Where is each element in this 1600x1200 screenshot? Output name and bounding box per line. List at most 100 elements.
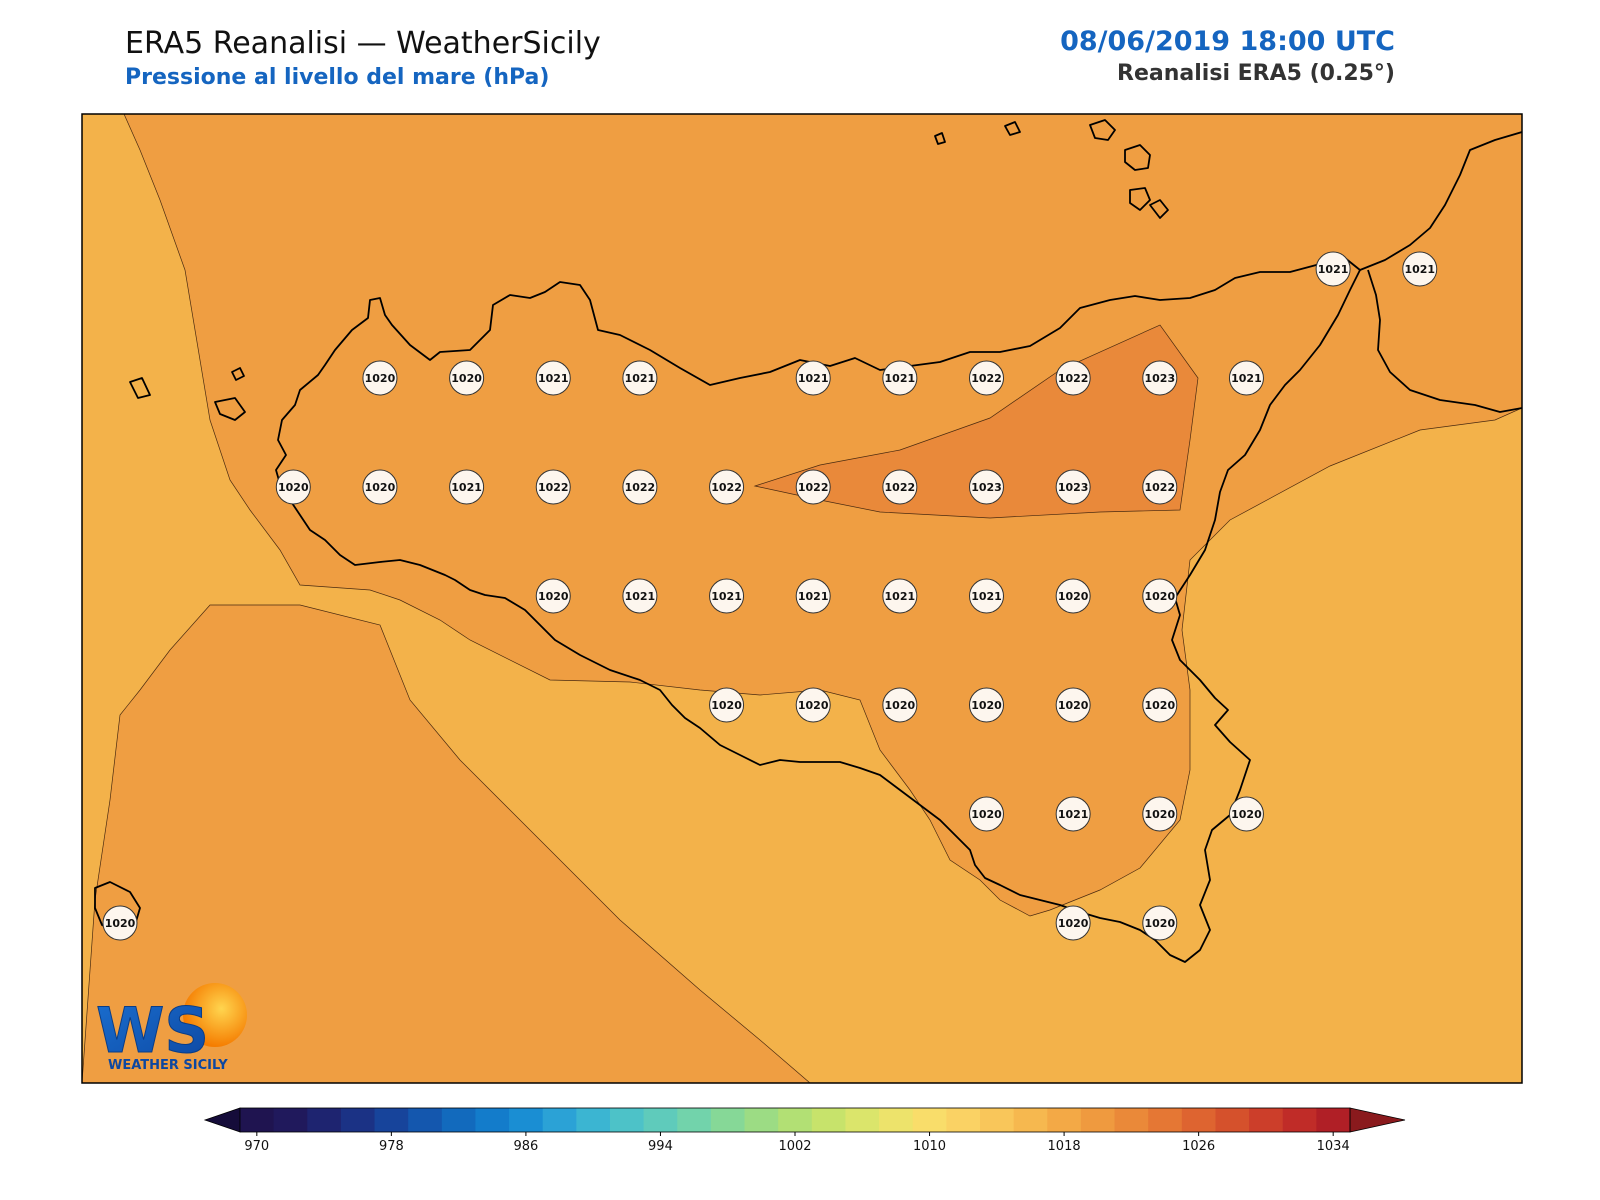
colorbar-swatch bbox=[912, 1108, 947, 1132]
station-marker: 1020 bbox=[102, 905, 138, 941]
map-source: Reanalisi ERA5 (0.25°) bbox=[1117, 61, 1395, 86]
station-circle bbox=[1055, 796, 1091, 832]
station-value: 1020 bbox=[1144, 917, 1175, 930]
colorbar-swatch bbox=[1047, 1108, 1082, 1132]
station-circle bbox=[1055, 578, 1091, 614]
station-value: 1020 bbox=[798, 699, 829, 712]
station-circle bbox=[969, 687, 1004, 723]
colorbar-swatch bbox=[1282, 1108, 1317, 1132]
station-marker: 1023 bbox=[969, 469, 1004, 505]
station-circle bbox=[1055, 469, 1091, 505]
station-marker: 1021 bbox=[882, 578, 918, 614]
station-circle bbox=[969, 360, 1004, 396]
colorbar-swatch bbox=[946, 1108, 981, 1132]
colorbar-swatch bbox=[1215, 1108, 1250, 1132]
station-marker: 1022 bbox=[795, 469, 831, 505]
logo-text: WEATHER SICILY bbox=[108, 1058, 228, 1073]
station-marker: 1021 bbox=[969, 578, 1004, 614]
station-circle bbox=[535, 469, 571, 505]
station-marker: 1020 bbox=[969, 796, 1004, 832]
station-circle bbox=[1142, 905, 1178, 941]
station-circle bbox=[882, 687, 918, 723]
aeolian-island-4 bbox=[1089, 119, 1116, 141]
station-value: 1020 bbox=[278, 481, 309, 494]
station-circle bbox=[1142, 578, 1178, 614]
colorbar-tick-label: 978 bbox=[379, 1139, 404, 1154]
station-marker: 1020 bbox=[1142, 796, 1178, 832]
colorbar-swatch bbox=[980, 1108, 1015, 1132]
sicily-coastline bbox=[275, 257, 1361, 963]
station-circle bbox=[1228, 360, 1264, 396]
station-value: 1020 bbox=[1058, 699, 1089, 712]
station-circle bbox=[709, 687, 745, 723]
station-marker: 1020 bbox=[1142, 905, 1178, 941]
station-marker: 1022 bbox=[1142, 469, 1178, 505]
station-value: 1021 bbox=[885, 590, 916, 603]
aeolian-island-1 bbox=[1124, 144, 1151, 171]
colorbar-tick-label: 986 bbox=[513, 1139, 538, 1154]
colorbar: 970 978 986 994 1002 1010 1018 1026 1034 bbox=[203, 1107, 1406, 1154]
station-circle bbox=[1402, 251, 1438, 287]
map-title: ERA5 Reanalisi — WeatherSicily bbox=[125, 26, 601, 61]
station-circle bbox=[362, 360, 398, 396]
station-value: 1020 bbox=[711, 699, 742, 712]
station-circle bbox=[795, 578, 831, 614]
station-value: 1021 bbox=[625, 372, 656, 385]
station-value: 1020 bbox=[971, 808, 1002, 821]
station-marker: 1020 bbox=[969, 687, 1004, 723]
station-value: 1021 bbox=[451, 481, 482, 494]
colorbar-swatch bbox=[845, 1108, 880, 1132]
colorbar-swatch bbox=[273, 1108, 308, 1132]
station-value: 1021 bbox=[798, 372, 829, 385]
station-marker: 1021 bbox=[535, 360, 571, 396]
station-marker: 1020 bbox=[362, 469, 398, 505]
colorbar-tick-label: 1034 bbox=[1317, 1139, 1350, 1154]
station-marker: 1023 bbox=[1055, 469, 1091, 505]
station-marker: 1020 bbox=[795, 687, 831, 723]
colorbar-swatch bbox=[1080, 1108, 1116, 1132]
map-datetime: 08/06/2019 18:00 UTC bbox=[1060, 26, 1395, 57]
pressure-band-1020-sw bbox=[82, 604, 811, 1083]
station-circle bbox=[1142, 687, 1178, 723]
station-value: 1021 bbox=[1404, 263, 1435, 276]
station-circle bbox=[362, 469, 398, 505]
logo-letters: WS bbox=[96, 994, 209, 1067]
station-circle bbox=[709, 469, 745, 505]
colorbar-tick-label: 970 bbox=[244, 1139, 269, 1154]
colorbar-tick-label: 1026 bbox=[1182, 1139, 1215, 1154]
station-value: 1020 bbox=[538, 590, 569, 603]
egadi-island-2 bbox=[214, 397, 246, 421]
colorbar-swatch bbox=[240, 1108, 275, 1132]
station-circle bbox=[1142, 469, 1178, 505]
station-value: 1020 bbox=[451, 372, 482, 385]
station-circle bbox=[1228, 796, 1264, 832]
station-value: 1020 bbox=[1058, 917, 1089, 930]
colorbar-swatch bbox=[441, 1108, 476, 1132]
station-circle bbox=[1055, 687, 1091, 723]
colorbar-swatch bbox=[879, 1108, 914, 1132]
station-circle bbox=[622, 469, 658, 505]
colorbar-tick-label: 1010 bbox=[913, 1139, 946, 1154]
colorbar-tick-label: 1002 bbox=[778, 1139, 811, 1154]
station-circle bbox=[709, 578, 745, 614]
colorbar-swatch bbox=[576, 1108, 611, 1132]
colorbar-over-arrow bbox=[1349, 1107, 1406, 1133]
station-marker: 1020 bbox=[1055, 687, 1091, 723]
station-marker: 1020 bbox=[1228, 796, 1264, 832]
station-value: 1020 bbox=[971, 699, 1002, 712]
station-marker: 1022 bbox=[535, 469, 571, 505]
station-value: 1021 bbox=[798, 590, 829, 603]
station-value: 1020 bbox=[1144, 590, 1175, 603]
station-circle bbox=[1055, 360, 1091, 396]
station-value: 1022 bbox=[885, 481, 916, 494]
station-marker: 1020 bbox=[362, 360, 398, 396]
station-value: 1020 bbox=[885, 699, 916, 712]
colorbar-swatch bbox=[643, 1108, 678, 1132]
station-value: 1021 bbox=[538, 372, 569, 385]
colorbar-swatch bbox=[509, 1108, 544, 1132]
station-value: 1021 bbox=[1231, 372, 1262, 385]
colorbar-swatch bbox=[1013, 1108, 1048, 1132]
station-marker: 1023 bbox=[1142, 360, 1178, 396]
station-circle bbox=[795, 469, 831, 505]
station-value: 1023 bbox=[971, 481, 1002, 494]
